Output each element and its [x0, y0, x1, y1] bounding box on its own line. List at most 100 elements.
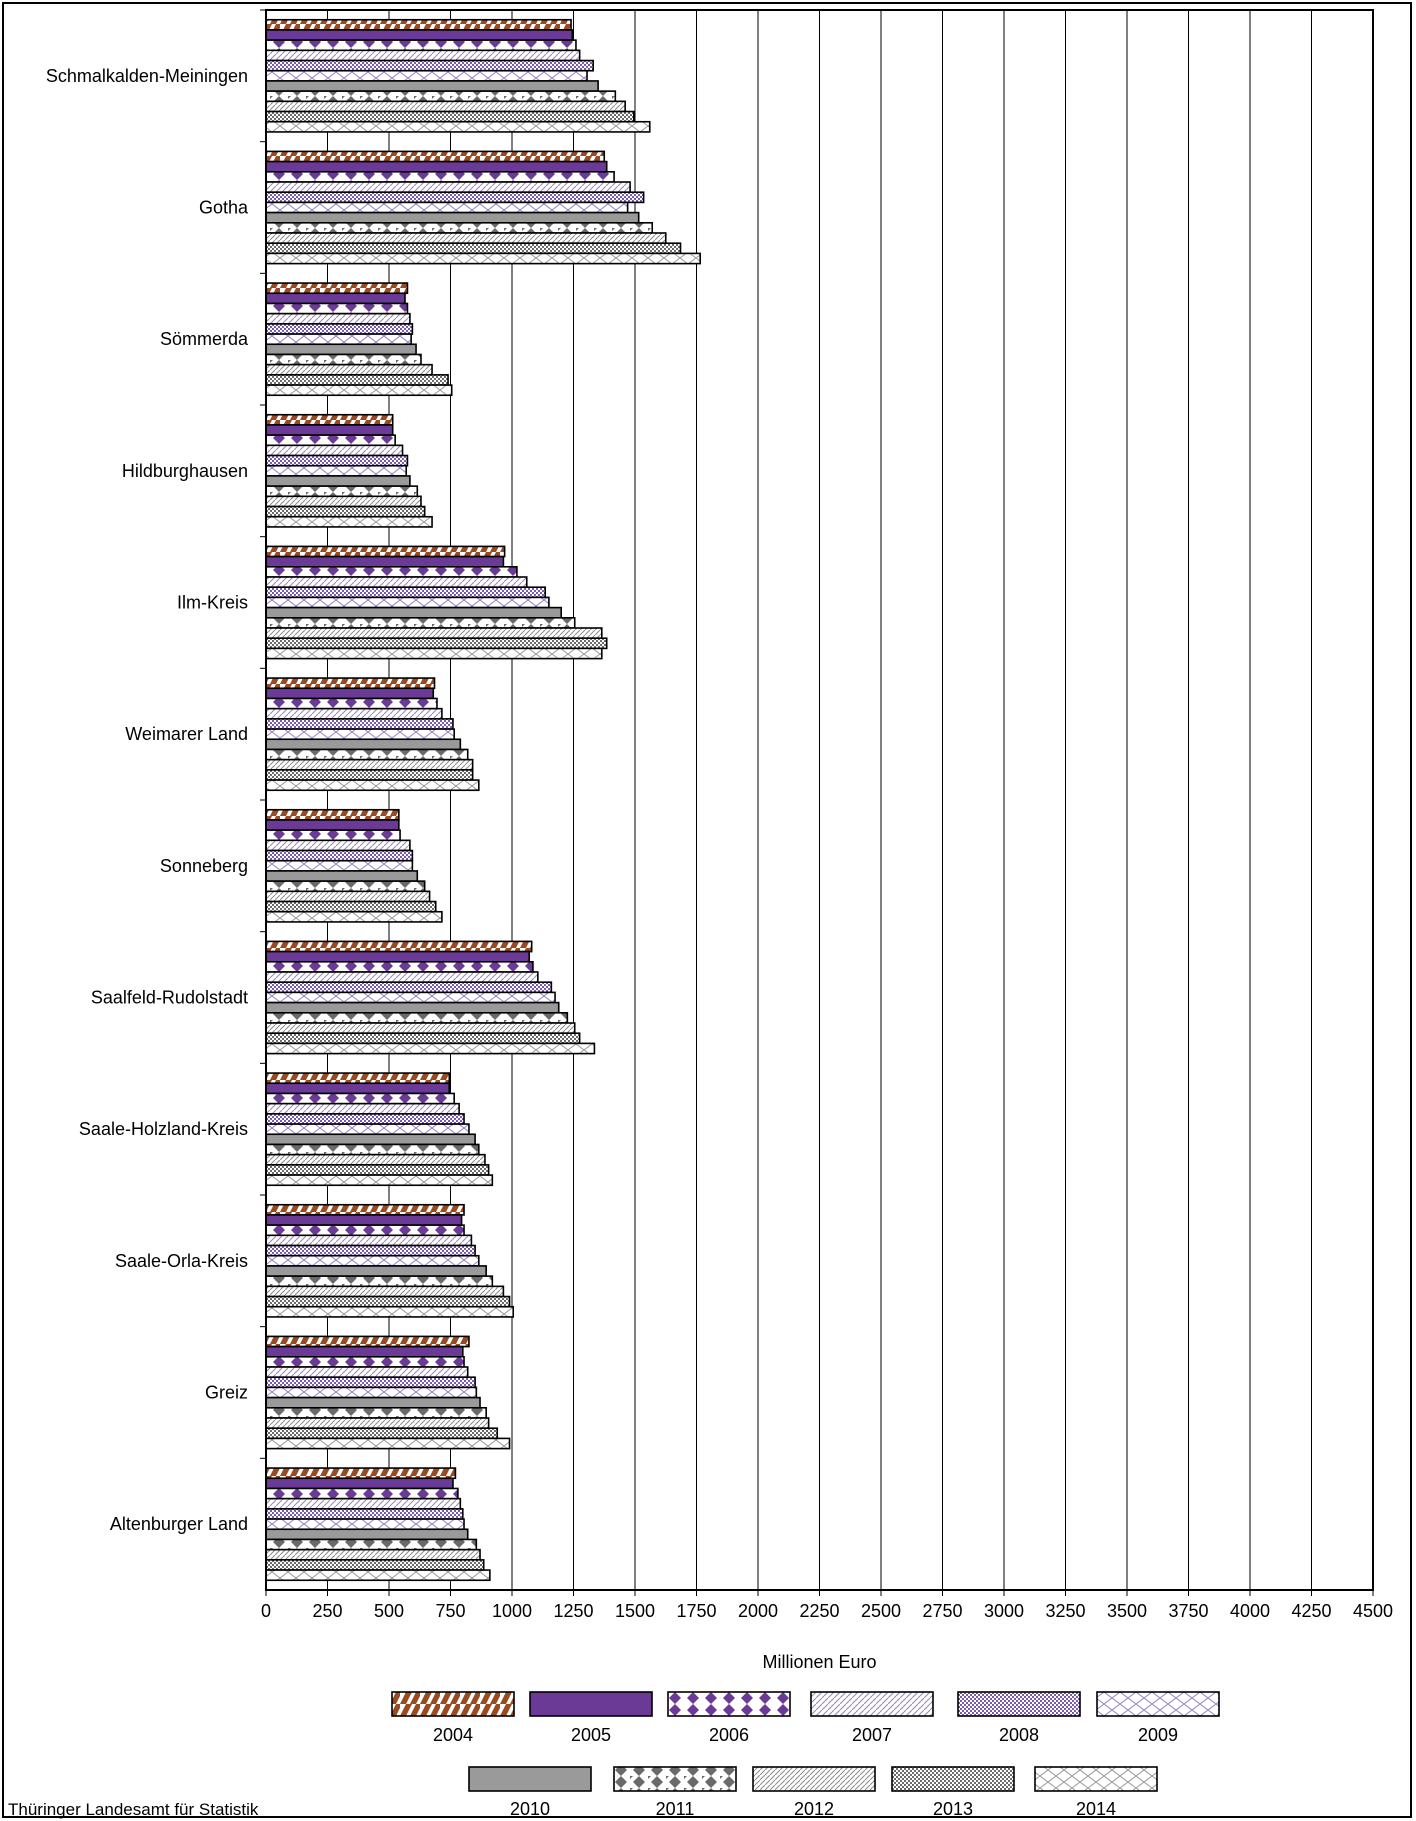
bar-2006 [265, 1224, 465, 1237]
legend-label: 2007 [852, 1725, 892, 1745]
legend-label: 2008 [999, 1725, 1039, 1745]
bar-2013 [265, 769, 474, 781]
legend-swatch-2012 [752, 1766, 876, 1792]
bar-2007 [265, 971, 539, 983]
bar-2008 [265, 1244, 476, 1257]
bar-2014 [265, 252, 701, 265]
bar-2004 [265, 940, 533, 953]
bar-2014 [265, 120, 651, 133]
bar-2013 [265, 1559, 485, 1571]
legend-swatch-2008 [957, 1691, 1081, 1717]
bar-2014 [265, 1569, 491, 1582]
bar-2011 [265, 90, 617, 103]
bar-2007 [265, 1234, 473, 1247]
legend-label: 2005 [571, 1725, 611, 1745]
legend-label: 2014 [1076, 1799, 1116, 1819]
bar-2004 [265, 1467, 457, 1480]
x-tick-label: 3250 [1045, 1601, 1085, 1621]
bar-2005 [265, 160, 608, 173]
bar-2005 [265, 687, 435, 700]
x-tick-label: 500 [374, 1601, 404, 1621]
bar-2004 [265, 413, 394, 426]
bar-2006 [265, 1092, 455, 1105]
bar-2007 [265, 312, 411, 325]
category-label: Gotha [199, 198, 249, 218]
bar-2010 [265, 870, 419, 882]
bar-2012 [265, 890, 431, 903]
bar-2014 [265, 910, 443, 923]
bar-2011 [265, 1275, 494, 1288]
legend-label: 2006 [709, 1725, 749, 1745]
x-tick-label: 3750 [1168, 1601, 1208, 1621]
bar-2004 [265, 282, 409, 295]
bar-2006 [265, 171, 615, 183]
axes: Schmalkalden-Meiningen Gotha Sömmerda Hildb… [46, 9, 1393, 1672]
bar-2010 [265, 1528, 469, 1541]
bar-2013 [265, 1164, 490, 1176]
bar-2014 [265, 1437, 511, 1450]
bar-2014 [265, 647, 603, 660]
bar-2007 [265, 444, 404, 457]
bar-2014 [265, 515, 433, 528]
legend-swatch-2013 [891, 1766, 1015, 1792]
bar-2006 [265, 960, 534, 973]
bar-2008 [265, 323, 414, 335]
bar-2012 [265, 232, 667, 244]
category-label: Ilm-Kreis [177, 593, 248, 613]
bar-2012 [265, 1022, 576, 1034]
bar-2010 [265, 1396, 481, 1409]
bar-2004 [265, 808, 400, 821]
x-tick-label: 3000 [984, 1601, 1024, 1621]
bar-2012 [265, 1417, 490, 1429]
bar-2014 [265, 779, 480, 792]
bar-2004 [265, 150, 606, 163]
bar-2008 [265, 1508, 464, 1520]
bar-2009 [265, 1518, 465, 1531]
legend-label: 2013 [933, 1799, 973, 1819]
bar-2008 [265, 1376, 476, 1389]
bar-2006 [265, 565, 518, 578]
bar-2008 [265, 718, 454, 730]
bars [265, 18, 701, 1582]
category-label: Greiz [205, 1383, 248, 1403]
bar-2011 [265, 1143, 480, 1156]
bar-2010 [265, 1265, 487, 1277]
bar-2004 [265, 545, 506, 558]
x-tick-label: 0 [261, 1601, 271, 1621]
legend-swatch-2007 [810, 1691, 934, 1717]
bar-2009 [265, 728, 455, 741]
bar-2010 [265, 343, 417, 356]
bar-2009 [265, 1386, 478, 1399]
bar-2009 [265, 596, 550, 609]
bar-2011 [265, 748, 469, 761]
bar-2004 [265, 1335, 470, 1348]
bar-2012 [265, 1548, 481, 1561]
bar-2010 [265, 1001, 560, 1014]
bar-2006 [265, 302, 409, 315]
bar-2012 [265, 1285, 505, 1298]
bar-2013 [265, 374, 449, 386]
bar-2006 [265, 697, 438, 710]
bar-2005 [265, 950, 531, 963]
x-tick-label: 2000 [738, 1601, 778, 1621]
legend-swatch-2004 [391, 1691, 515, 1717]
x-tick-label: 1500 [615, 1601, 655, 1621]
bar-2004 [265, 677, 436, 690]
bar-2005 [265, 555, 505, 568]
bar-2004 [265, 1203, 465, 1216]
legend-swatch-2010 [468, 1766, 592, 1792]
bar-2012 [265, 758, 474, 771]
bar-2011 [265, 616, 576, 629]
bar-2013 [265, 110, 635, 123]
category-label: Sonneberg [160, 856, 248, 876]
bar-2007 [265, 576, 528, 588]
bar-2010 [265, 475, 411, 487]
bar-2012 [265, 100, 626, 113]
bar-2011 [265, 1538, 478, 1551]
bar-2006 [265, 1356, 465, 1368]
category-label: Altenburger Land [110, 1514, 248, 1534]
bar-2012 [265, 627, 603, 639]
bar-2011 [265, 353, 422, 366]
category-label: Schmalkalden-Meiningen [46, 66, 248, 86]
